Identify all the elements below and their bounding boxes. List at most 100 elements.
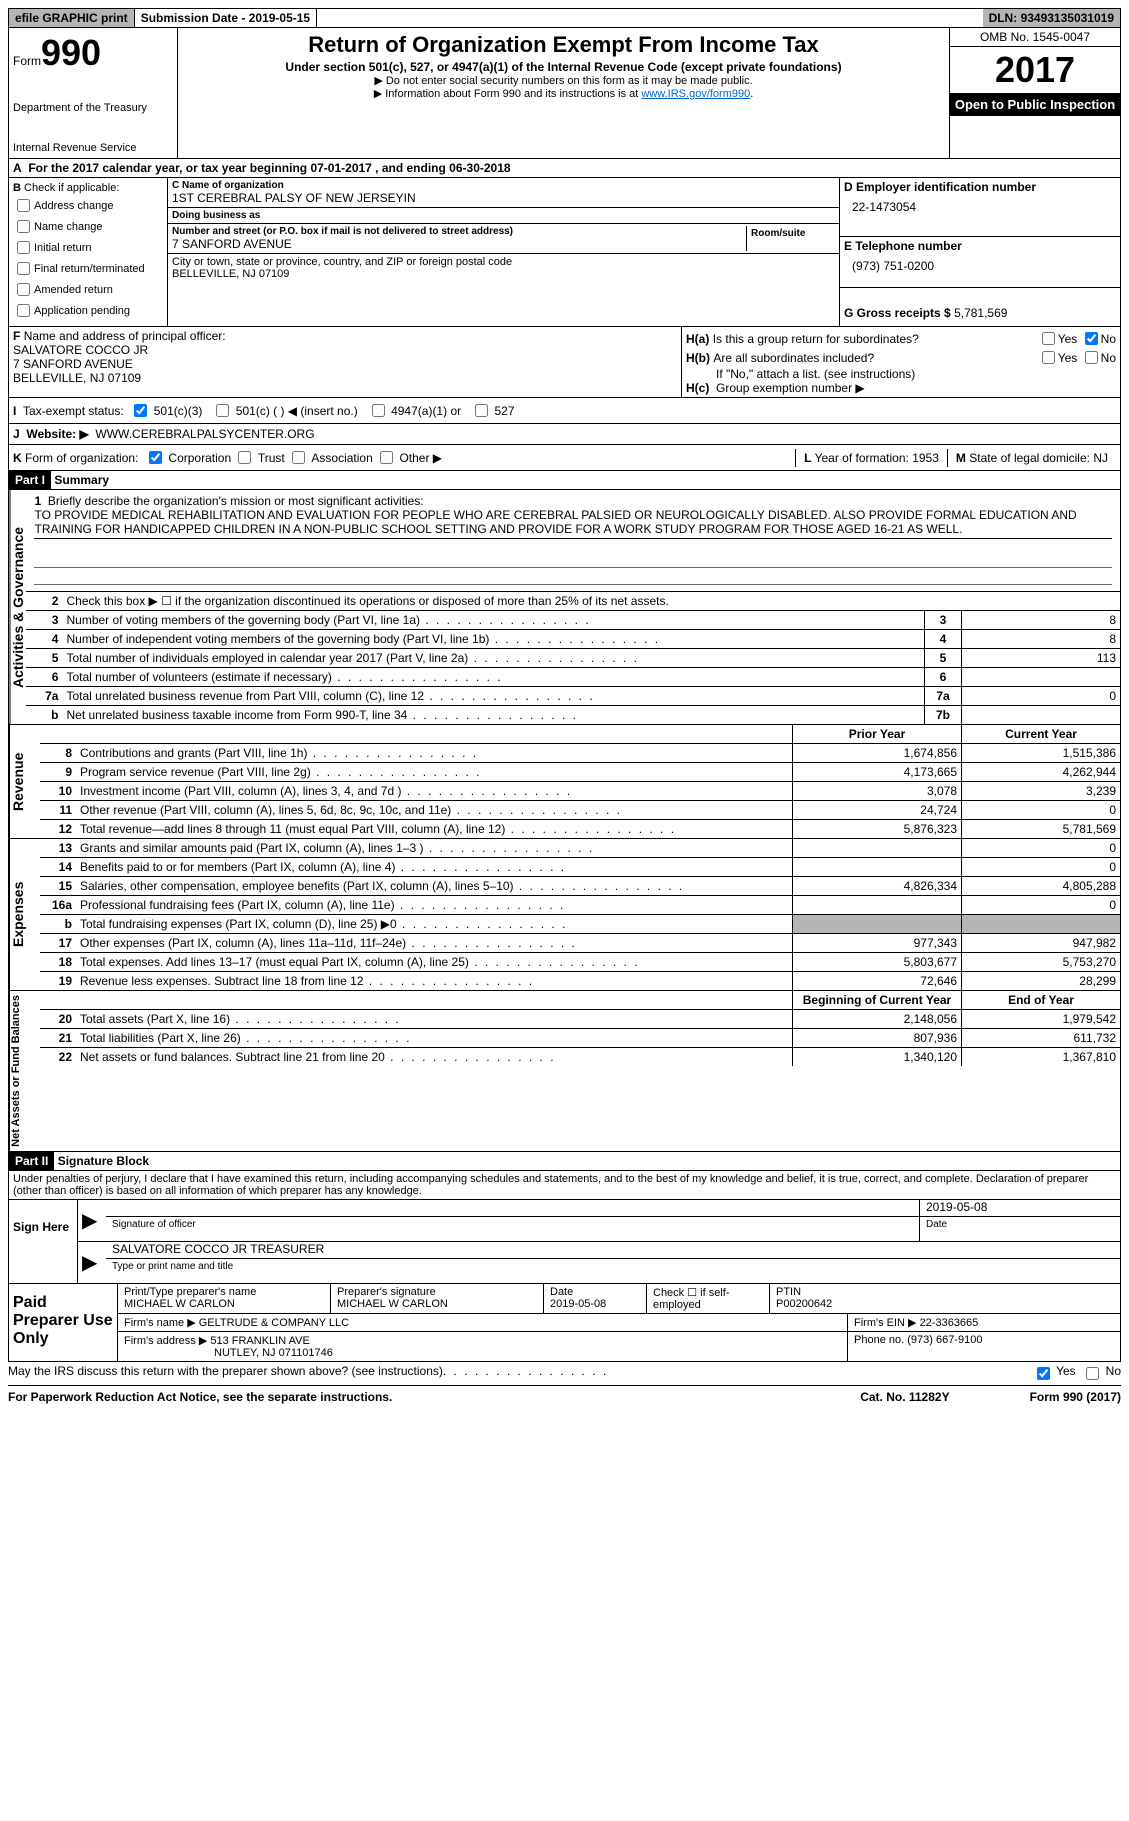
prep-date-label: Date	[550, 1286, 640, 1298]
line-14: 14 Benefits paid to or for members (Part…	[40, 858, 1120, 877]
ptin-value: P00200642	[776, 1298, 1114, 1310]
discuss-no[interactable]	[1086, 1367, 1099, 1380]
discuss-row: May the IRS discuss this return with the…	[8, 1362, 1121, 1386]
vtab-netassets: Net Assets or Fund Balances	[9, 991, 40, 1151]
website-row: J Website: ▶ WWW.CEREBRALPALSYCENTER.ORG	[8, 424, 1121, 445]
paid-preparer-block: Paid Preparer Use Only Print/Type prepar…	[8, 1284, 1121, 1362]
sign-here-block: Sign Here ▶ Signature of officer 2019-05…	[8, 1200, 1121, 1284]
firm-ein: 22-3363665	[920, 1317, 979, 1329]
form-of-org-row: K Form of organization: Corporation Trus…	[8, 445, 1121, 471]
gross-label: G Gross receipts $	[844, 306, 954, 320]
col-b-label: B	[13, 182, 21, 194]
line-18: 18 Total expenses. Add lines 13–17 (must…	[40, 953, 1120, 972]
line-9: 9 Program service revenue (Part VIII, li…	[40, 763, 1120, 782]
ein-value: 22-1473054	[844, 194, 1116, 220]
vtab-expenses: Expenses	[9, 839, 40, 990]
sign-here-label: Sign Here	[9, 1200, 78, 1283]
gov-line-5: 5 Total number of individuals employed i…	[26, 649, 1120, 668]
submission-date: Submission Date - 2019-05-15	[134, 9, 317, 27]
check-address-change[interactable]: Address change	[13, 196, 163, 215]
mission-num: 1	[34, 494, 41, 508]
line-22: 22 Net assets or fund balances. Subtract…	[40, 1048, 1120, 1066]
hb-text: Are all subordinates included?	[713, 351, 1037, 365]
form-header: Form990 Department of the Treasury Inter…	[8, 28, 1121, 159]
mission-text: TO PROVIDE MEDICAL REHABILITATION AND EV…	[34, 508, 1112, 539]
sig-officer-label: Signature of officer	[106, 1216, 919, 1232]
status-501c3[interactable]	[134, 404, 147, 417]
sig-name-label: Type or print name and title	[106, 1258, 1120, 1274]
line-19: 19 Revenue less expenses. Subtract line …	[40, 972, 1120, 990]
prep-self-employed[interactable]: Check ☐ if self-employed	[647, 1284, 770, 1313]
org-name-label: C Name of organization	[172, 180, 835, 191]
ha-label: H(a)	[686, 332, 709, 346]
org-corporation[interactable]	[149, 451, 162, 464]
status-4947[interactable]	[372, 404, 385, 417]
status-501c[interactable]	[216, 404, 229, 417]
open-inspection: Open to Public Inspection	[950, 93, 1120, 116]
blank-line	[34, 553, 1112, 568]
check-initial-return[interactable]: Initial return	[13, 238, 163, 257]
phone-value: (973) 751-0200	[844, 253, 1116, 279]
ha-yes[interactable]	[1042, 332, 1055, 345]
officer-label: Name and address of principal officer:	[24, 329, 226, 343]
vtab-revenue: Revenue	[9, 725, 40, 838]
form-title: Return of Organization Exempt From Incom…	[186, 32, 941, 58]
check-amended-return[interactable]: Amended return	[13, 280, 163, 299]
discuss-yes[interactable]	[1037, 1367, 1050, 1380]
prep-sig-label: Preparer's signature	[337, 1286, 537, 1298]
irs-link[interactable]: www.IRS.gov/form990	[641, 88, 750, 100]
check-name-change[interactable]: Name change	[13, 217, 163, 236]
hb-yes[interactable]	[1042, 351, 1055, 364]
org-other[interactable]	[380, 451, 393, 464]
prep-sig: MICHAEL W CARLON	[337, 1298, 537, 1310]
officer-group-row: F Name and address of principal officer:…	[8, 327, 1121, 398]
firm-addr-label: Firm's address ▶	[124, 1335, 210, 1347]
line-12: 12 Total revenue—add lines 8 through 11 …	[40, 820, 1120, 838]
check-final-return[interactable]: Final return/terminated	[13, 259, 163, 278]
sig-name: SALVATORE COCCO JR TREASURER	[106, 1242, 1120, 1258]
form-note-ssn: ▶ Do not enter social security numbers o…	[186, 74, 941, 87]
line-b: b Total fundraising expenses (Part IX, c…	[40, 915, 1120, 934]
hdr-current-year: Current Year	[961, 725, 1120, 743]
ein-label: D Employer identification number	[844, 180, 1116, 194]
website-url: WWW.CEREBRALPALSYCENTER.ORG	[95, 427, 314, 441]
part1-header-row: Part I Summary	[8, 471, 1121, 490]
line2-desc: Check this box ▶ ☐ if the organization d…	[62, 592, 1120, 610]
f-label: F	[13, 329, 20, 343]
form-subtitle: Under section 501(c), 527, or 4947(a)(1)…	[186, 60, 941, 74]
cat-number: Cat. No. 11282Y	[860, 1390, 949, 1404]
org-trust[interactable]	[238, 451, 251, 464]
hdr-end-year: End of Year	[961, 991, 1120, 1009]
org-name: 1ST CEREBRAL PALSY OF NEW JERSEYIN	[172, 191, 835, 205]
officer-name: SALVATORE COCCO JR	[13, 343, 148, 357]
governance-section: Activities & Governance 1 Briefly descri…	[8, 490, 1121, 725]
paperwork-notice: For Paperwork Reduction Act Notice, see …	[8, 1390, 392, 1404]
hb-no[interactable]	[1085, 351, 1098, 364]
omb-number: OMB No. 1545-0047	[950, 28, 1120, 47]
ha-no[interactable]	[1085, 332, 1098, 345]
firm-name: GELTRUDE & COMPANY LLC	[199, 1317, 349, 1329]
dba-label: Doing business as	[172, 210, 835, 221]
mission-intro: Briefly describe the organization's miss…	[48, 494, 424, 508]
top-bar: efile GRAPHIC print Submission Date - 20…	[8, 8, 1121, 28]
firm-phone-label: Phone no.	[854, 1334, 907, 1346]
status-527[interactable]	[475, 404, 488, 417]
hdr-beginning-year: Beginning of Current Year	[792, 991, 961, 1009]
street-value: 7 SANFORD AVENUE	[172, 237, 746, 251]
hdr-prior-year: Prior Year	[792, 725, 961, 743]
line-8: 8 Contributions and grants (Part VIII, l…	[40, 744, 1120, 763]
form-note-info: ▶ Information about Form 990 and its ins…	[186, 87, 941, 100]
part2-label: Part II	[9, 1152, 54, 1170]
declaration-text: Under penalties of perjury, I declare th…	[8, 1171, 1121, 1200]
line-16a: 16a Professional fundraising fees (Part …	[40, 896, 1120, 915]
check-application-pending[interactable]: Application pending	[13, 301, 163, 320]
gov-line-4: 4 Number of independent voting members o…	[26, 630, 1120, 649]
identity-block: B Check if applicable: Address change Na…	[8, 178, 1121, 327]
paid-preparer-label: Paid Preparer Use Only	[9, 1284, 118, 1361]
prep-name-label: Print/Type preparer's name	[124, 1286, 324, 1298]
sig-date: 2019-05-08	[920, 1200, 1120, 1216]
gov-line-3: 3 Number of voting members of the govern…	[26, 611, 1120, 630]
line-21: 21 Total liabilities (Part X, line 26) 8…	[40, 1029, 1120, 1048]
ptin-label: PTIN	[776, 1286, 1114, 1298]
org-association[interactable]	[292, 451, 305, 464]
